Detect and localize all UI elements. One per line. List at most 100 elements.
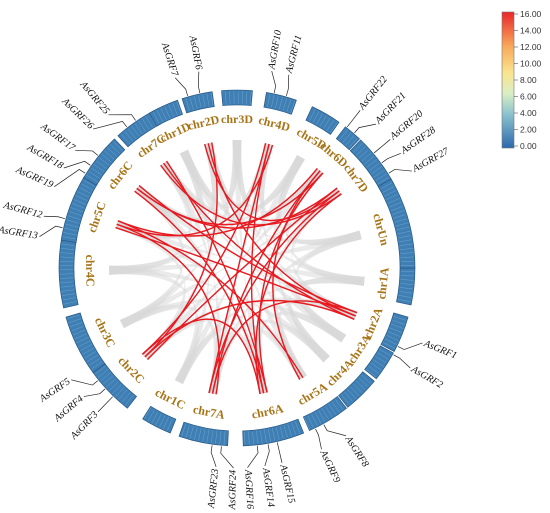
color-scale-tick-label: 14.00 [520,26,542,36]
duplication-link [258,172,324,393]
block-streak [291,422,297,436]
block-streak [68,318,82,323]
color-scale-tick-label: 12.00 [520,42,542,52]
block-streak [176,101,182,114]
gene-label-asgrf5: AsGRF5 [37,376,73,405]
block-streak [73,199,86,205]
gene-leader-line [108,114,136,121]
block-streak [248,431,250,445]
block-streak [318,410,326,422]
block-streak [159,415,166,428]
block-streak [393,214,406,219]
block-streak [286,99,292,112]
block-streak [168,104,174,117]
block-streak [393,316,407,321]
duplication-link [134,190,265,394]
chromosome-label: chrUn [370,212,392,247]
chromosome-block-chr2d [181,91,215,114]
block-streak [225,91,227,105]
block-streak [67,314,80,319]
block-streak [65,223,79,228]
block-streak [361,152,372,162]
block-streak [202,428,206,442]
gene-label-asgrf15: AsGRF15 [277,463,297,505]
block-streak [124,394,134,406]
duplication-link [117,167,318,237]
block-streak [98,157,110,166]
chromosome-block-chr3d [221,89,253,106]
block-streak [389,202,402,208]
gene-leader-line [174,77,188,97]
gene-label-asgrf3: AsGRF3 [68,409,101,442]
block-streak [104,150,115,160]
block-streak [145,116,153,128]
gene-leader-line [323,424,347,437]
block-streak [76,337,89,344]
block-streak [164,106,171,119]
color-scale-tick-label: 4.00 [520,108,537,118]
block-streak [121,133,131,145]
block-streak [78,340,91,347]
block-streak [134,123,143,135]
block-streak [198,427,202,441]
block-streak [366,159,378,168]
block-streak [127,128,137,139]
block-streak [229,91,231,105]
block-streak [323,117,331,129]
block-streak [384,338,397,345]
block-streak [63,232,77,236]
block-streak [383,342,395,349]
block-streak [244,431,246,445]
block-streak [115,386,125,397]
block-streak [189,97,194,110]
block-streak [70,207,83,213]
block-streak [60,281,74,284]
block-streak [363,155,375,165]
gene-leader-line [63,160,91,169]
duplication-links [115,142,358,395]
block-streak [397,230,411,235]
block-streak [223,431,226,445]
gene-label-asgrf12: AsGRF12 [1,200,43,221]
block-streak [397,299,411,303]
block-streak [202,94,206,108]
background-links [109,140,365,395]
block-streak [198,95,202,109]
block-streak [388,331,401,337]
block-streak [215,430,218,444]
block-streak [147,409,155,422]
gene-label-asgrf1: AsGRF1 [421,338,458,361]
gene-leader-line [354,123,377,134]
block-streak [82,347,94,355]
block-streak [361,374,372,384]
block-streak [144,407,152,419]
block-streak [101,153,112,163]
block-streak [400,275,414,277]
gene-label-asgrf2: AsGRF2 [408,364,444,391]
block-streak [389,327,402,333]
gene-label-asgrf7: AsGRF7 [159,40,181,78]
block-streak [61,289,75,292]
gene-label-asgrf9: AsGRF9 [317,448,342,485]
block-streak [290,100,296,114]
block-streak [283,425,288,438]
block-streak [275,95,279,109]
block-streak [365,368,377,378]
duplication-link [208,143,270,394]
block-streak [353,143,363,153]
block-streak [83,179,95,187]
chromosome-block-chr1c [142,405,177,434]
block-streak [348,138,358,149]
block-streak [210,92,214,106]
block-streak [326,119,335,131]
background-link [109,230,362,275]
block-streak [210,430,214,444]
gene-leader-line [247,445,259,468]
chromosome-label: chr3D [221,112,253,126]
block-streak [358,377,369,387]
block-streak [352,383,363,394]
gene-leader-line [54,169,86,187]
chromosome-label: chr3C [92,315,119,350]
block-streak [345,135,355,146]
color-scale-tick-label: 2.00 [520,125,537,135]
